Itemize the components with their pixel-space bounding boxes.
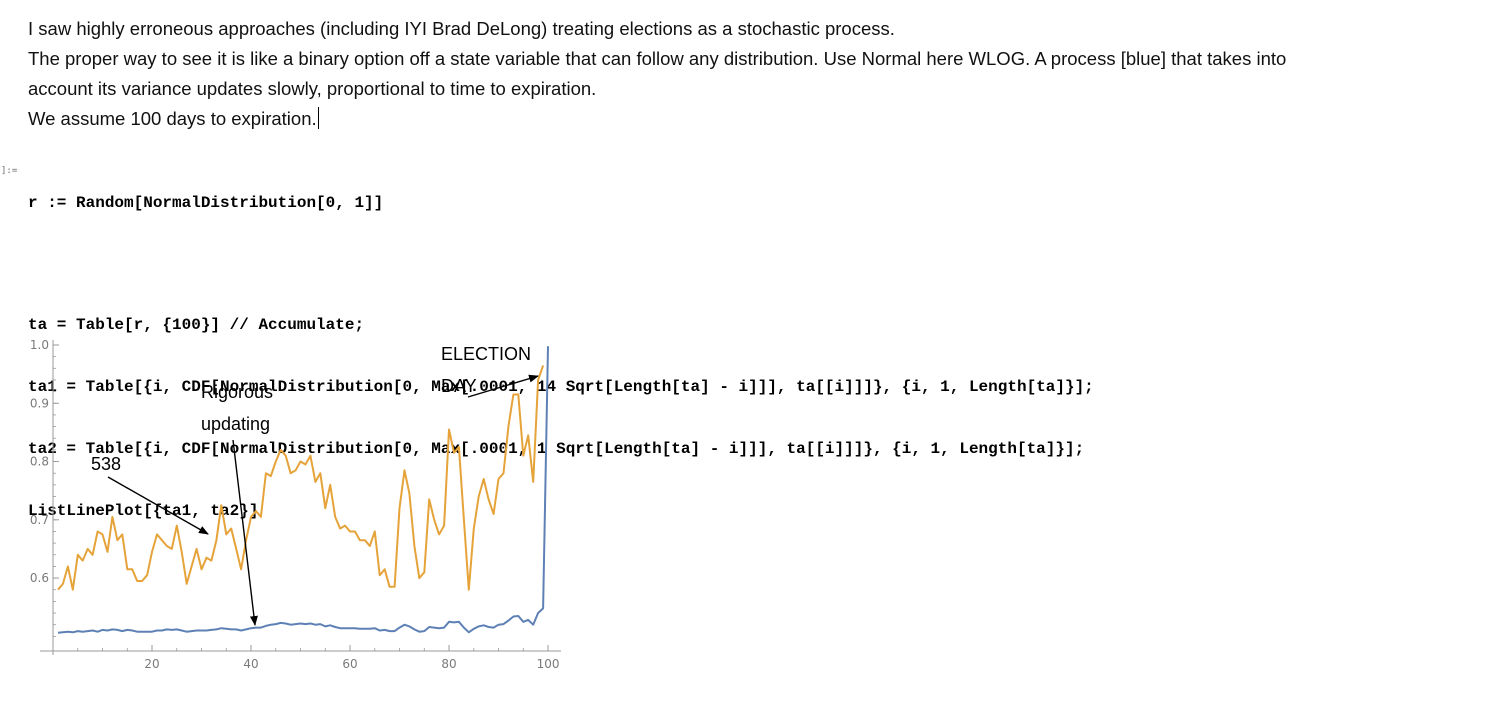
arrow-538 bbox=[107, 476, 209, 535]
plot-axes: 0.6 0.7 0.8 0.9 1.0 20 40 60 80 100 bbox=[30, 338, 561, 671]
y-tick-label: 0.7 bbox=[30, 513, 49, 527]
intro-line-3: account its variance updates slowly, pro… bbox=[28, 78, 597, 99]
annotation-election: ELECTION bbox=[441, 344, 531, 364]
code-line-2: ta = Table[r, {100}] // Accumulate; bbox=[28, 316, 365, 334]
input-cell-label: ]:= bbox=[1, 166, 18, 176]
intro-line-2: The proper way to see it is like a binar… bbox=[28, 48, 1287, 69]
y-tick-label: 1.0 bbox=[30, 338, 49, 352]
x-tick-label: 100 bbox=[537, 657, 560, 671]
arrow-rigorous-updating bbox=[232, 439, 258, 626]
annotation-538: 538 bbox=[91, 454, 121, 474]
annotation-rigorous: Rigorous bbox=[201, 382, 273, 402]
annotation-updating: updating bbox=[201, 414, 270, 434]
y-tick-label: 0.6 bbox=[30, 571, 49, 585]
plot-annotations: 538 Rigorous updating ELECTION DAY bbox=[91, 344, 539, 626]
annotation-day: DAY bbox=[441, 376, 477, 396]
input-cell-code[interactable]: r := Random[NormalDistribution[0, 1]] ta… bbox=[28, 154, 1094, 542]
intro-paragraph: I saw highly erroneous approaches (inclu… bbox=[28, 14, 1488, 134]
x-tick-label: 60 bbox=[342, 657, 357, 671]
text-cursor bbox=[317, 107, 320, 129]
code-line-4: ta2 = Table[{i, CDF[NormalDistribution[0… bbox=[28, 440, 1085, 458]
series-line-1 bbox=[57, 365, 545, 591]
code-blank-line bbox=[28, 252, 1094, 276]
code-line-1: r := Random[NormalDistribution[0, 1]] bbox=[28, 194, 384, 212]
x-tick-label: 20 bbox=[144, 657, 159, 671]
code-line-3: ta1 = Table[{i, CDF[NormalDistribution[0… bbox=[28, 378, 1094, 396]
y-tick-label: 0.8 bbox=[30, 455, 49, 469]
intro-line-1: I saw highly erroneous approaches (inclu… bbox=[28, 18, 895, 39]
series-line-2 bbox=[57, 346, 549, 634]
x-tick-label: 80 bbox=[441, 657, 456, 671]
list-line-plot: 0.6 0.7 0.8 0.9 1.0 20 40 60 80 100 538 Rigorous … bbox=[30, 338, 561, 671]
x-tick-label: 40 bbox=[243, 657, 258, 671]
intro-line-4[interactable]: We assume 100 days to expiration. bbox=[28, 104, 1488, 134]
intro-line-4-text: We assume 100 days to expiration. bbox=[28, 108, 317, 129]
plot-series bbox=[57, 346, 549, 634]
arrow-election-day bbox=[467, 374, 539, 398]
y-tick-label: 0.9 bbox=[30, 396, 49, 410]
